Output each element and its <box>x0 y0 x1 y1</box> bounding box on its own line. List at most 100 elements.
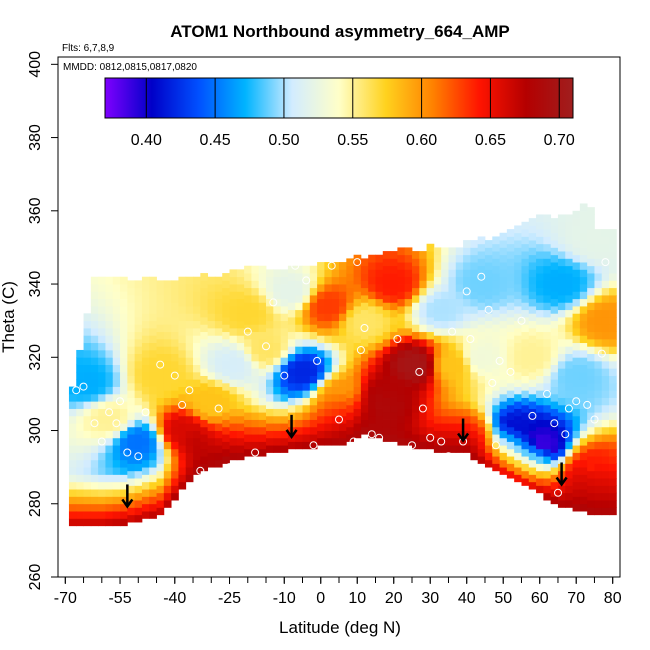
heatmap-cell <box>244 375 252 384</box>
heatmap-cell <box>134 390 143 398</box>
heatmap-cell <box>499 401 508 409</box>
heatmap-cell <box>382 317 391 325</box>
heatmap-cell <box>601 404 610 413</box>
heatmap-cell <box>550 298 559 307</box>
heatmap-cell <box>258 317 267 325</box>
heatmap-cell <box>521 295 530 303</box>
heatmap-cell <box>506 397 515 406</box>
heatmap-cell <box>587 302 595 311</box>
heatmap-cell <box>565 353 573 362</box>
heatmap-cell <box>587 492 595 501</box>
heatmap-cell <box>120 371 128 380</box>
heatmap-cell <box>441 408 449 417</box>
heatmap-cell <box>543 419 552 428</box>
heatmap-cell <box>404 437 413 446</box>
heatmap-cell <box>528 393 537 402</box>
heatmap-cell <box>127 470 136 479</box>
heatmap-cell <box>134 492 143 501</box>
sample-point <box>491 441 500 450</box>
heatmap-cell <box>90 474 99 483</box>
sample-point <box>112 419 121 428</box>
heatmap-cell <box>185 349 194 358</box>
heatmap-cell <box>98 408 106 417</box>
heatmap-cell <box>214 423 223 431</box>
heatmap-cell <box>324 437 333 446</box>
heatmap-cell <box>536 317 544 325</box>
heatmap-cell <box>120 291 128 300</box>
heatmap-cell <box>222 368 230 376</box>
heatmap-cell <box>163 317 172 325</box>
heatmap-cell <box>514 364 522 373</box>
heatmap-cell <box>295 317 303 325</box>
heatmap-cell <box>484 415 493 424</box>
heatmap-cell <box>83 474 92 483</box>
heatmap-cell <box>601 426 610 435</box>
heatmap-cell <box>339 408 347 417</box>
heatmap-cell <box>185 386 194 395</box>
heatmap-cell <box>514 320 522 329</box>
heatmap-cell <box>579 269 588 278</box>
heatmap-cell <box>368 291 376 300</box>
heatmap-cell <box>587 390 595 398</box>
heatmap-cell <box>287 265 296 274</box>
heatmap-cell <box>214 452 223 461</box>
heatmap-cell <box>601 287 610 296</box>
heatmap-cell <box>397 306 406 314</box>
heatmap-cell <box>105 489 114 497</box>
heatmap-cell <box>214 437 223 446</box>
heatmap-cell <box>550 254 559 263</box>
heatmap-cell <box>557 309 566 318</box>
heatmap-cell <box>76 379 84 387</box>
heatmap-cell <box>309 368 318 376</box>
heatmap-cell <box>455 262 464 270</box>
heatmap-cell <box>609 338 617 347</box>
heatmap-cell <box>141 335 150 344</box>
heatmap-cell <box>280 298 289 307</box>
heatmap-cell <box>463 423 471 431</box>
heatmap-cell <box>207 349 216 358</box>
heatmap-cell <box>287 441 296 450</box>
heatmap-cell <box>360 360 369 369</box>
heatmap-cell <box>601 324 610 333</box>
heatmap-cell <box>528 481 537 490</box>
heatmap-cell <box>543 368 552 376</box>
heatmap-cell <box>404 430 413 439</box>
heatmap-cell <box>557 419 566 428</box>
heatmap-cell <box>572 452 581 461</box>
heatmap-cell <box>390 434 398 442</box>
heatmap-cell <box>609 236 617 245</box>
heatmap-cell <box>229 452 238 461</box>
heatmap-cell <box>441 327 449 336</box>
heatmap-cell <box>514 467 522 475</box>
heatmap-cell <box>266 291 274 300</box>
heatmap-cell <box>601 492 610 501</box>
heatmap-cell <box>375 349 384 358</box>
heatmap-cell <box>251 295 260 303</box>
heatmap-cell <box>266 423 274 431</box>
heatmap-cell <box>222 287 230 296</box>
heatmap-cell <box>105 284 114 292</box>
heatmap-cell <box>163 485 172 494</box>
sample-point <box>105 408 114 417</box>
heatmap-cell <box>463 269 471 278</box>
heatmap-cell <box>390 302 398 311</box>
heatmap-cell <box>397 298 406 307</box>
heatmap-cell <box>579 496 588 505</box>
heatmap-cell <box>141 481 150 490</box>
heatmap-cell <box>76 459 84 468</box>
heatmap-cell <box>90 408 99 417</box>
heatmap-cell <box>484 349 493 358</box>
heatmap-cell <box>229 415 238 424</box>
heatmap-cell <box>536 419 544 428</box>
heatmap-cell <box>557 353 566 362</box>
heatmap-cell <box>236 298 245 307</box>
heatmap-cell <box>390 338 398 347</box>
heatmap-cell <box>317 415 325 424</box>
heatmap-cell <box>149 467 157 475</box>
heatmap-cell <box>156 368 165 376</box>
heatmap-cell <box>448 386 457 395</box>
sample-point <box>583 400 592 409</box>
heatmap-cell <box>594 360 603 369</box>
heatmap-cell <box>295 412 303 420</box>
heatmap-cell <box>521 229 530 237</box>
